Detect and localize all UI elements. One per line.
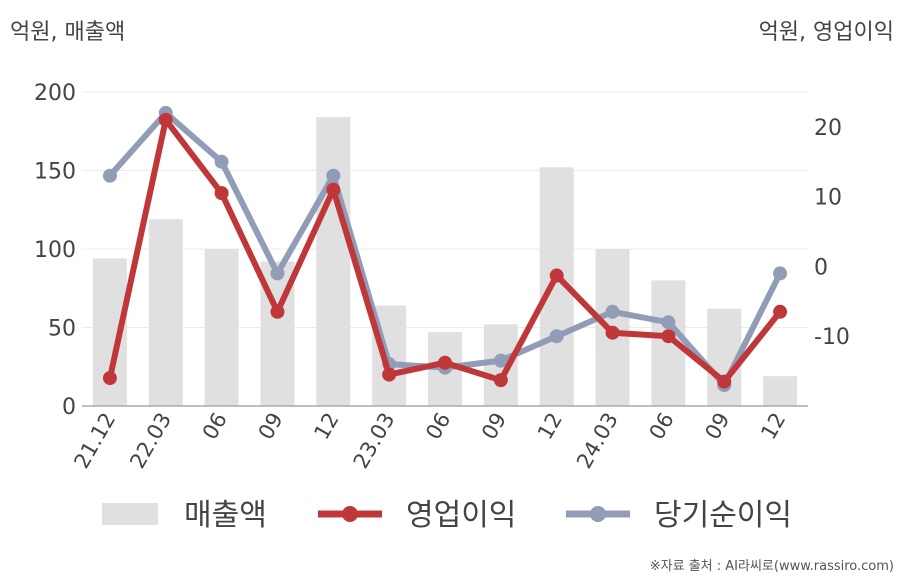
right-axis-unit: 억원, 영업이익 bbox=[758, 20, 894, 45]
operating-profit-point bbox=[326, 182, 341, 197]
operating-profit-point bbox=[717, 374, 732, 389]
net-income-point bbox=[549, 329, 564, 344]
x-tick-label: 06 bbox=[198, 409, 232, 444]
x-tick-label: 23.03 bbox=[349, 409, 400, 473]
x-tick-label: 12 bbox=[756, 409, 790, 444]
operating-profit-point bbox=[493, 373, 508, 388]
operating-profit-point bbox=[549, 268, 564, 283]
y-left-tick-label: 100 bbox=[34, 238, 76, 263]
x-tick-label: 09 bbox=[254, 409, 288, 444]
operating-profit-point bbox=[661, 329, 676, 344]
bar-revenue bbox=[763, 376, 798, 406]
legend-swatch-revenue bbox=[102, 503, 158, 525]
y-left-tick-label: 50 bbox=[48, 317, 76, 342]
x-tick-label: 12 bbox=[533, 409, 567, 444]
x-tick-label: 24.03 bbox=[572, 409, 623, 473]
net-income-point bbox=[214, 154, 229, 169]
x-tick-label: 06 bbox=[421, 409, 455, 444]
net-income-point bbox=[605, 304, 620, 319]
left-axis-unit: 억원, 매출액 bbox=[10, 20, 126, 45]
legend-label: 당기순이익 bbox=[654, 498, 792, 533]
net-income-point bbox=[661, 315, 676, 330]
bar-revenue bbox=[148, 219, 183, 406]
operating-profit-point bbox=[270, 304, 285, 319]
x-tick-label: 12 bbox=[309, 409, 343, 444]
y-right-tick-label: -10 bbox=[814, 325, 850, 350]
y-left-tick-label: 150 bbox=[34, 160, 76, 185]
y-left-tick-label: 200 bbox=[34, 81, 76, 106]
bar-revenue bbox=[316, 117, 351, 407]
y-right-tick-label: 0 bbox=[814, 255, 828, 280]
net-income-point bbox=[773, 266, 788, 281]
y-right-tick-label: 20 bbox=[814, 116, 842, 141]
x-tick-label: 21.12 bbox=[69, 409, 120, 473]
operating-profit-point bbox=[382, 367, 397, 382]
net-income-point bbox=[270, 266, 285, 281]
legend-label: 매출액 bbox=[184, 498, 267, 533]
x-tick-label: 09 bbox=[700, 409, 734, 444]
x-tick-label: 22.03 bbox=[125, 409, 176, 473]
net-income-point bbox=[493, 353, 508, 368]
bar-revenue bbox=[204, 249, 239, 406]
operating-profit-point bbox=[102, 371, 117, 386]
x-tick-label: 09 bbox=[477, 409, 511, 444]
x-tick-label: 06 bbox=[645, 409, 679, 444]
legend-label: 영업이익 bbox=[406, 498, 516, 533]
net-income-point bbox=[326, 168, 341, 183]
operating-profit-point bbox=[605, 325, 620, 340]
y-left-tick-label: 0 bbox=[62, 395, 76, 420]
net-income-point bbox=[102, 168, 117, 183]
operating-profit-point bbox=[438, 355, 452, 370]
legend-swatch-marker bbox=[342, 506, 358, 522]
y-right-tick-label: 10 bbox=[814, 186, 842, 211]
source-note: ※자료 출처 : AI라씨로(www.rassiro.com) bbox=[649, 559, 894, 574]
legend-swatch-marker bbox=[590, 506, 606, 522]
operating-profit-point bbox=[214, 186, 229, 201]
operating-profit-point bbox=[773, 304, 788, 319]
operating-profit-point bbox=[158, 112, 173, 127]
